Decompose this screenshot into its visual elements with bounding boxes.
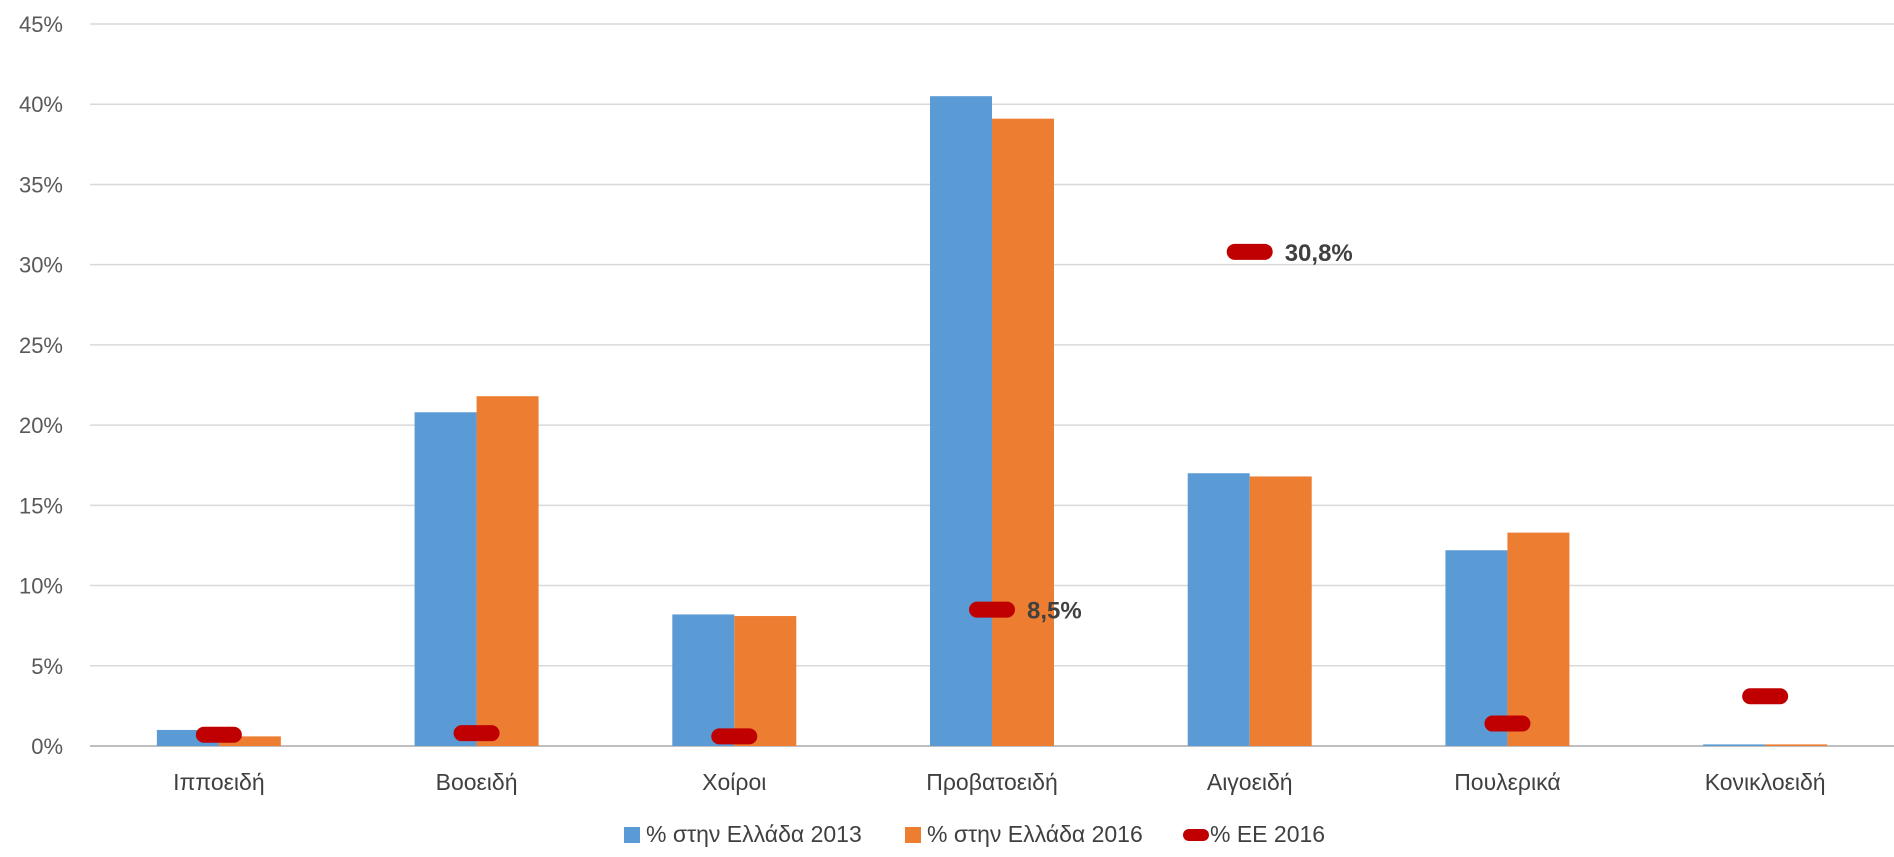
eu-2016-marker [1484, 715, 1531, 732]
bar-2016 [1249, 476, 1312, 746]
bar-2016 [734, 616, 797, 746]
y-tick-label: 10% [19, 574, 63, 599]
bar-2016 [1765, 744, 1828, 746]
bar-2013 [1703, 744, 1766, 746]
legend-label: % στην Ελλάδα 2013 [646, 821, 862, 847]
bar-2016 [476, 396, 539, 746]
category-label: Χοίροι [702, 769, 766, 795]
category-label: Κονικλοειδή [1705, 769, 1826, 795]
y-tick-label: 35% [19, 172, 63, 197]
eu-2016-marker [1742, 688, 1789, 705]
y-tick-label: 25% [19, 333, 63, 358]
bar-2016 [1507, 532, 1570, 746]
legend-swatch [624, 827, 640, 843]
data-label: 8,5% [1027, 598, 1082, 625]
bar-2016 [992, 118, 1054, 746]
legend: % στην Ελλάδα 2013 % στην Ελλάδα 2016 % ΕΕ… [624, 821, 1325, 847]
y-tick-label: 40% [19, 92, 63, 117]
legend-swatch [1183, 829, 1209, 841]
y-tick-label: 45% [19, 12, 63, 37]
x-axis-categories: Ιπποειδή Βοοειδή Χοίροι Προβατοειδή Αιγοειδή… [173, 769, 1826, 795]
legend-label: % ΕΕ 2016 [1210, 821, 1325, 847]
bar-2013 [414, 412, 477, 746]
bar-2013 [930, 96, 992, 746]
eu-2016-marker [1226, 243, 1273, 260]
eu-2016-marker [195, 726, 242, 743]
data-label: 30,8% [1285, 240, 1353, 267]
legend-label: % στην Ελλάδα 2016 [927, 821, 1143, 847]
bar-2016 [218, 736, 281, 746]
bar-2013 [672, 614, 735, 746]
eu-2016-marker [453, 725, 500, 742]
y-tick-label: 30% [19, 253, 63, 278]
eu-2016-marker [969, 601, 1015, 618]
category-label: Βοοειδή [436, 769, 518, 795]
y-axis-ticks: 0% 5% 10% 15% 20% 25% 30% 35% 40% 45% [19, 12, 63, 759]
bar-2013 [1187, 473, 1250, 746]
y-tick-label: 15% [19, 493, 63, 518]
category-label: Ιπποειδή [173, 769, 265, 795]
y-tick-label: 20% [19, 413, 63, 438]
legend-swatch [905, 827, 921, 843]
y-tick-label: 0% [31, 734, 63, 759]
bars [156, 96, 1828, 746]
data-labels: 8,5% 30,8% [1027, 240, 1353, 625]
eu-2016-marker [711, 728, 758, 745]
bar-2013 [1445, 550, 1508, 746]
markers [195, 243, 1789, 745]
y-tick-label: 5% [31, 654, 63, 679]
category-label: Πουλερικά [1454, 769, 1560, 795]
category-label: Προβατοειδή [926, 769, 1058, 795]
category-label: Αιγοειδή [1207, 769, 1293, 795]
